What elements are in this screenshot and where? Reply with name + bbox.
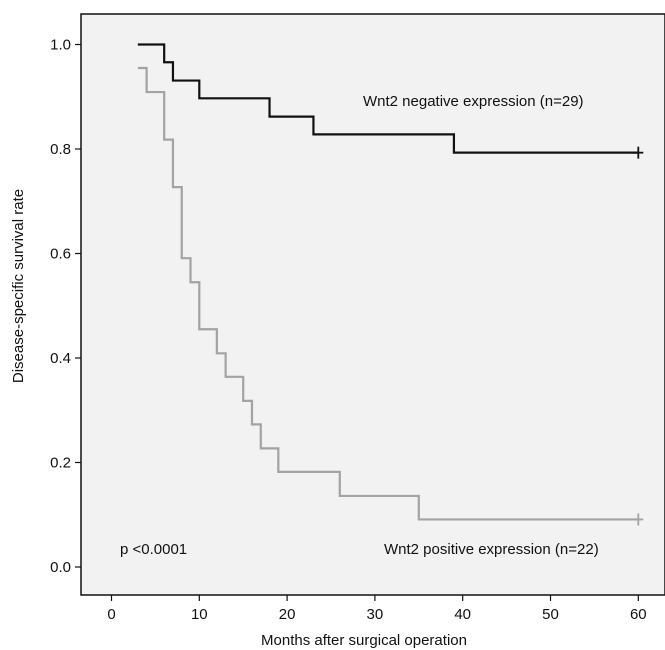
- y-axis-ticks: 0.0 0.2 0.4 0.6 0.8 1.0: [50, 37, 81, 576]
- series-line-negative: [137, 43, 639, 154]
- plot-area: [80, 13, 665, 596]
- y-tick-label: 1.0: [50, 37, 71, 54]
- x-tick-label: 60: [630, 606, 647, 623]
- y-tick-label: 0.6: [50, 246, 71, 263]
- y-tick-label: 0.2: [50, 455, 71, 472]
- y-tick-label: 0.0: [50, 559, 71, 576]
- series-layer: [137, 43, 644, 526]
- x-axis-ticks: 0 10 20 30 40 50 60: [107, 595, 647, 623]
- x-tick-label: 30: [367, 606, 384, 623]
- series-label-negative: Wnt2 negative expression (n=29): [363, 93, 584, 110]
- p-value-annotation: p <0.0001: [120, 541, 187, 558]
- x-tick-label: 10: [191, 606, 208, 623]
- series-line-positive: [137, 66, 639, 521]
- x-tick-label: 0: [107, 606, 115, 623]
- y-tick-label: 0.8: [50, 141, 71, 158]
- series-label-positive: Wnt2 positive expression (n=22): [384, 541, 599, 558]
- x-tick-label: 20: [279, 606, 296, 623]
- x-tick-label: 50: [542, 606, 559, 623]
- y-tick-label: 0.4: [50, 350, 71, 367]
- x-tick-label: 40: [454, 606, 471, 623]
- y-axis-label: Disease-specific survival rate: [10, 189, 27, 383]
- x-axis-label: Months after surgical operation: [261, 632, 467, 649]
